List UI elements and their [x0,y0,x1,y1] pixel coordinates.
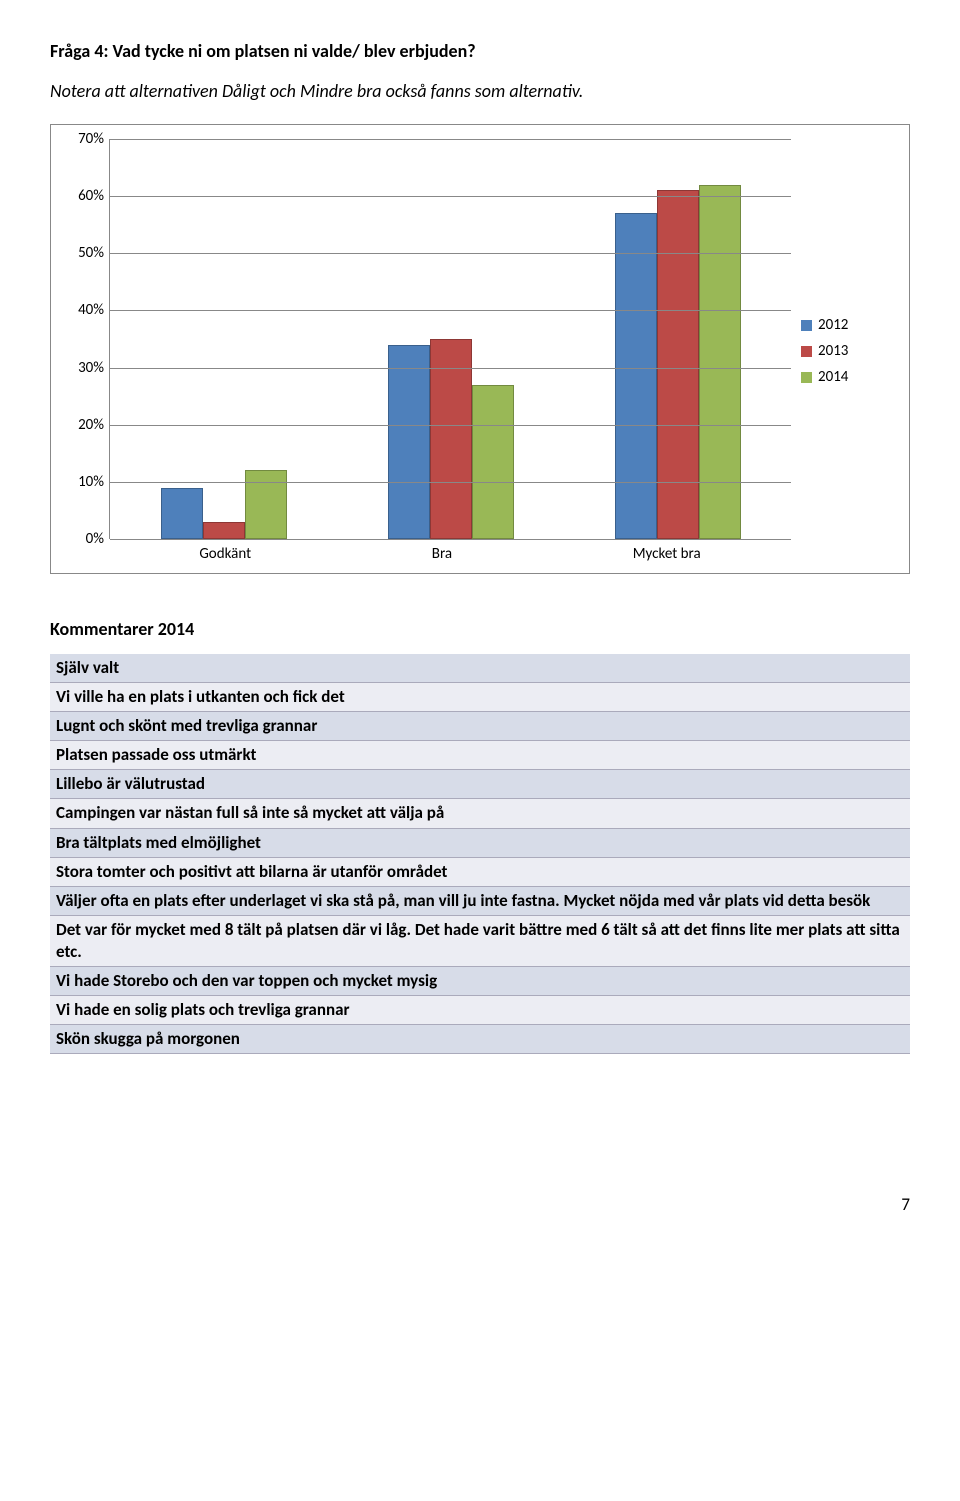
chart-gridline [110,196,791,197]
legend-swatch [801,346,812,357]
comment-cell: Vi ville ha en plats i utkanten och fick… [50,683,910,712]
table-row: Lillebo är välutrustad [50,770,910,799]
table-row: Väljer ofta en plats efter underlaget vi… [50,886,910,915]
legend-swatch [801,320,812,331]
table-row: Platsen passade oss utmärkt [50,741,910,770]
chart-bar-group [161,139,287,539]
chart-gridline [110,310,791,311]
chart-y-label: 70% [70,130,104,148]
comment-cell: Skön skugga på morgonen [50,1025,910,1054]
comment-cell: Platsen passade oss utmärkt [50,741,910,770]
chart-y-label: 20% [70,416,104,434]
chart-gridline [110,253,791,254]
comment-cell: Väljer ofta en plats efter underlaget vi… [50,886,910,915]
question-title: Fråga 4: Vad tycke ni om platsen ni vald… [50,40,910,62]
chart-plot-area: 0%10%20%30%40%50%60%70% [109,139,791,539]
comment-cell: Vi hade Storebo och den var toppen och m… [50,967,910,996]
table-row: Vi hade en solig plats och trevliga gran… [50,996,910,1025]
comment-cell: Det var för mycket med 8 tält på platsen… [50,915,910,966]
chart-bar-group [615,139,741,539]
chart-y-label: 60% [70,187,104,205]
comment-cell: Vi hade en solig plats och trevliga gran… [50,996,910,1025]
comments-title: Kommentarer 2014 [50,618,910,640]
table-row: Campingen var nästan full så inte så myc… [50,799,910,828]
chart-bar [245,470,287,539]
chart-y-label: 10% [70,473,104,491]
chart-gridline [110,425,791,426]
comments-table: Själv valtVi ville ha en plats i utkante… [50,654,910,1054]
chart-bar [388,345,430,539]
table-row: Vi hade Storebo och den var toppen och m… [50,967,910,996]
legend-swatch [801,372,812,383]
chart-bar [430,339,472,539]
legend-item: 2012 [801,316,891,334]
chart-x-label: Godkänt [199,545,251,563]
table-row: Bra tältplats med elmöjlighet [50,828,910,857]
chart-bar-group [388,139,514,539]
chart-y-label: 50% [70,244,104,262]
comment-cell: Bra tältplats med elmöjlighet [50,828,910,857]
chart-y-label: 30% [70,359,104,377]
chart-gridline [110,139,791,140]
comment-cell: Lillebo är välutrustad [50,770,910,799]
comment-cell: Stora tomter och positivt att bilarna är… [50,857,910,886]
chart-gridline [110,482,791,483]
chart-bar [203,522,245,539]
page-number: 7 [50,1194,910,1215]
table-row: Skön skugga på morgonen [50,1025,910,1054]
comment-cell: Själv valt [50,654,910,683]
chart-bar [657,190,699,539]
chart-gridline [110,368,791,369]
chart-legend: 2012 2013 2014 [791,139,891,563]
legend-item: 2013 [801,342,891,360]
table-row: Vi ville ha en plats i utkanten och fick… [50,683,910,712]
legend-label: 2013 [818,342,848,360]
table-row: Det var för mycket med 8 tält på platsen… [50,915,910,966]
chart-x-label: Bra [432,545,452,563]
comment-cell: Campingen var nästan full så inte så myc… [50,799,910,828]
legend-label: 2014 [818,368,848,386]
chart-bar [472,385,514,539]
legend-label: 2012 [818,316,848,334]
table-row: Själv valt [50,654,910,683]
chart-container: 0%10%20%30%40%50%60%70% GodkäntBraMycket… [50,124,910,574]
chart-bar [615,213,657,539]
chart-gridline [110,539,791,540]
chart-bar [161,488,203,539]
chart-bar [699,185,741,539]
chart-x-label: Mycket bra [633,545,701,563]
chart-y-label: 40% [70,301,104,319]
chart-y-label: 0% [70,530,104,548]
question-note: Notera att alternativen Dåligt och Mindr… [50,80,910,102]
table-row: Lugnt och skönt med trevliga grannar [50,712,910,741]
comment-cell: Lugnt och skönt med trevliga grannar [50,712,910,741]
table-row: Stora tomter och positivt att bilarna är… [50,857,910,886]
chart-bars [110,139,791,539]
chart-x-labels: Godkänt Bra Mycket bra [109,539,791,563]
legend-item: 2014 [801,368,891,386]
